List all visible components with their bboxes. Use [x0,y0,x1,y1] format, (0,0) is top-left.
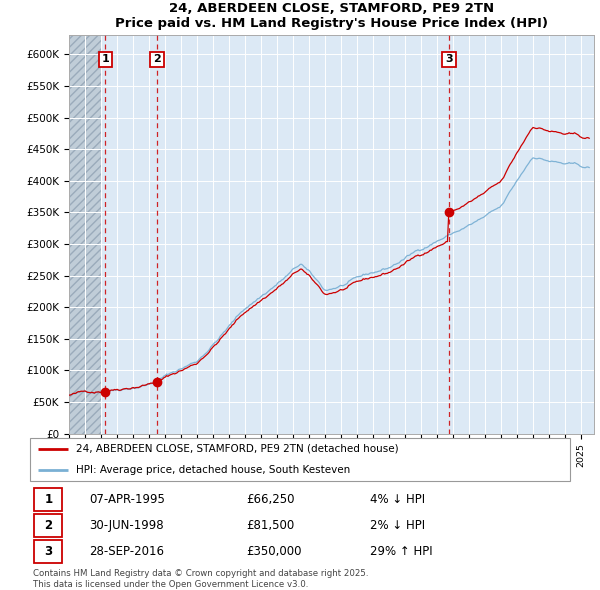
FancyBboxPatch shape [34,489,62,511]
Text: 2: 2 [153,54,161,64]
Text: 1: 1 [44,493,52,506]
Text: £66,250: £66,250 [246,493,295,506]
Text: £350,000: £350,000 [246,545,302,558]
Text: 07-APR-1995: 07-APR-1995 [89,493,165,506]
Bar [69,35,101,434]
Text: 29% ↑ HPI: 29% ↑ HPI [370,545,433,558]
Text: 1: 1 [101,54,109,64]
Text: Contains HM Land Registry data © Crown copyright and database right 2025.
This d: Contains HM Land Registry data © Crown c… [33,569,368,589]
Text: 24, ABERDEEN CLOSE, STAMFORD, PE9 2TN (detached house): 24, ABERDEEN CLOSE, STAMFORD, PE9 2TN (d… [76,444,398,454]
Text: 3: 3 [445,54,453,64]
Text: 4% ↓ HPI: 4% ↓ HPI [370,493,425,506]
FancyBboxPatch shape [34,514,62,537]
Text: HPI: Average price, detached house, South Kesteven: HPI: Average price, detached house, Sout… [76,466,350,475]
Text: 2% ↓ HPI: 2% ↓ HPI [370,519,425,532]
Text: 30-JUN-1998: 30-JUN-1998 [89,519,164,532]
FancyBboxPatch shape [30,438,570,481]
Text: 3: 3 [44,545,52,558]
Title: 24, ABERDEEN CLOSE, STAMFORD, PE9 2TN
Price paid vs. HM Land Registry's House Pr: 24, ABERDEEN CLOSE, STAMFORD, PE9 2TN Pr… [115,2,548,30]
Text: £81,500: £81,500 [246,519,294,532]
Text: 28-SEP-2016: 28-SEP-2016 [89,545,164,558]
FancyBboxPatch shape [34,540,62,563]
Text: 2: 2 [44,519,52,532]
